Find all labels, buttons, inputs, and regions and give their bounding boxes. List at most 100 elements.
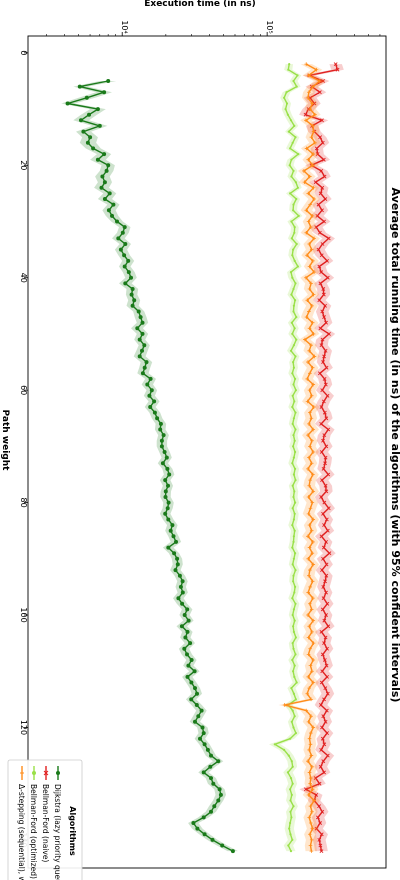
data-point bbox=[306, 467, 310, 471]
data-point bbox=[313, 112, 317, 117]
data-point bbox=[319, 343, 324, 348]
data-point bbox=[317, 230, 322, 235]
data-point bbox=[142, 343, 147, 348]
data-point bbox=[308, 506, 313, 511]
data-point bbox=[308, 663, 313, 668]
data-point bbox=[106, 163, 111, 168]
data-point bbox=[171, 534, 176, 539]
data-point bbox=[317, 371, 322, 376]
data-point bbox=[323, 303, 327, 308]
data-point bbox=[314, 793, 319, 797]
legend-entry: Bellman-Ford (optimized) bbox=[29, 766, 38, 879]
data-point bbox=[273, 743, 276, 746]
chart-title: Average total running time (in ns) of th… bbox=[389, 188, 400, 703]
data-point bbox=[305, 298, 310, 303]
data-point bbox=[201, 731, 206, 736]
data-point bbox=[312, 405, 316, 409]
data-point bbox=[292, 287, 295, 291]
data-point bbox=[322, 658, 327, 662]
data-point bbox=[322, 377, 327, 381]
data-point bbox=[145, 382, 150, 387]
data-point bbox=[290, 760, 293, 763]
data-point bbox=[289, 147, 292, 150]
data-point bbox=[303, 337, 307, 342]
data-point bbox=[310, 320, 315, 325]
data-point bbox=[293, 664, 296, 667]
data-point bbox=[292, 434, 295, 437]
data-point bbox=[170, 523, 175, 528]
data-point bbox=[308, 832, 312, 837]
data-point bbox=[165, 466, 170, 471]
data-point bbox=[319, 832, 324, 837]
data-point bbox=[310, 304, 314, 308]
legend-entry: Dijkstra (lazy priority queue) bbox=[53, 766, 62, 880]
data-point bbox=[325, 731, 329, 735]
data-point bbox=[292, 495, 295, 499]
data-point bbox=[77, 84, 82, 89]
data-point bbox=[310, 365, 315, 370]
data-point bbox=[327, 551, 332, 556]
data-point bbox=[322, 315, 326, 319]
data-point bbox=[308, 742, 313, 747]
data-point bbox=[306, 675, 311, 679]
data-point bbox=[292, 540, 295, 544]
data-point bbox=[102, 152, 107, 157]
data-point bbox=[313, 180, 318, 185]
data-point bbox=[307, 624, 311, 629]
data-point bbox=[311, 680, 316, 685]
data-point bbox=[306, 635, 311, 640]
data-point bbox=[294, 299, 297, 302]
data-point bbox=[290, 293, 293, 296]
data-point bbox=[166, 500, 171, 505]
data-point bbox=[324, 416, 329, 421]
data-point bbox=[161, 433, 166, 438]
data-point bbox=[310, 551, 315, 555]
data-point bbox=[307, 573, 311, 578]
data-point bbox=[123, 281, 128, 286]
data-point bbox=[319, 703, 323, 707]
data-point bbox=[167, 472, 172, 477]
data-point bbox=[317, 837, 322, 842]
data-point bbox=[185, 607, 190, 612]
data-point bbox=[324, 573, 329, 578]
data-point bbox=[311, 596, 315, 600]
x-axis-label: Path weight bbox=[0, 410, 10, 472]
data-point bbox=[294, 467, 297, 470]
data-point bbox=[312, 236, 316, 241]
data-point bbox=[289, 833, 292, 836]
plot-frame bbox=[27, 35, 387, 869]
legend-title: Algorithms bbox=[68, 806, 77, 856]
data-point bbox=[319, 748, 324, 752]
data-point bbox=[292, 383, 295, 386]
data-point bbox=[311, 540, 315, 544]
data-point bbox=[196, 714, 201, 719]
data-point bbox=[175, 562, 180, 567]
y-axis-label: Execution time (in ns) bbox=[144, 0, 256, 9]
data-point bbox=[292, 344, 295, 347]
data-point bbox=[183, 635, 188, 640]
data-point bbox=[311, 332, 316, 336]
data-point bbox=[138, 315, 143, 320]
data-point bbox=[304, 230, 309, 235]
data-point bbox=[311, 450, 316, 454]
data-point bbox=[325, 601, 330, 606]
legend-swatch-marker bbox=[20, 771, 24, 775]
data-point bbox=[120, 230, 125, 235]
data-point bbox=[307, 770, 312, 775]
data-point bbox=[182, 646, 187, 651]
data-point bbox=[116, 236, 121, 241]
axes: 02040608010012014010⁴10⁵ bbox=[19, 20, 387, 869]
data-point bbox=[323, 579, 327, 584]
data-point bbox=[325, 753, 330, 758]
y-tick-label: 10⁴ bbox=[120, 20, 129, 33]
data-point bbox=[88, 135, 93, 140]
data-point bbox=[321, 438, 325, 443]
data-point bbox=[209, 776, 213, 781]
data-point bbox=[306, 73, 311, 78]
data-point bbox=[147, 393, 152, 398]
data-point bbox=[293, 439, 296, 442]
data-point bbox=[292, 535, 295, 538]
data-point bbox=[307, 686, 311, 690]
data-point bbox=[311, 472, 315, 477]
data-point bbox=[312, 197, 316, 201]
